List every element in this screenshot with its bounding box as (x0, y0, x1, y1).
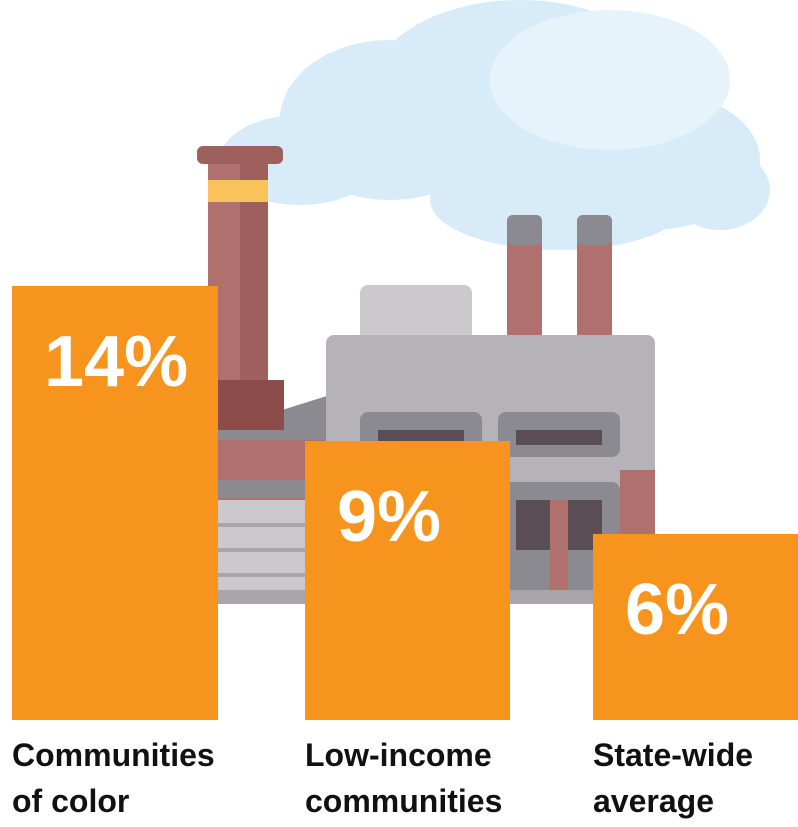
value-label: 9% (337, 477, 441, 557)
category-label: Low-income communities (305, 737, 503, 819)
category-label: Communities of color (12, 737, 215, 819)
value-label: 6% (625, 570, 729, 650)
value-label: 14% (44, 322, 188, 402)
bar (593, 534, 798, 720)
category-label: State-wide average (593, 737, 754, 819)
bar (305, 441, 510, 720)
bar (12, 286, 218, 720)
